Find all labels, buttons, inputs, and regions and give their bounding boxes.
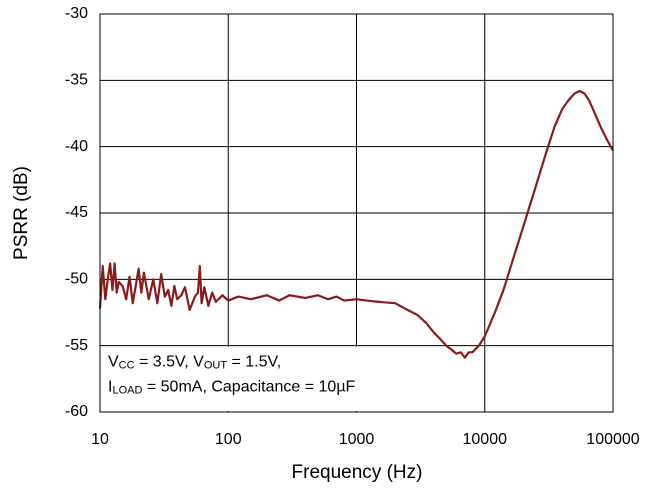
- annotation-run: = 50mA, Capacitance = 10µF: [142, 379, 355, 396]
- y-axis-title: PSRR (dB): [11, 166, 32, 260]
- annotation-run: CC: [119, 360, 135, 372]
- x-tick-label: 100: [215, 431, 242, 448]
- x-tick-label: 1000: [339, 431, 375, 448]
- x-tick-label: 10: [91, 431, 109, 448]
- annotation-run: = 3.5V, V: [135, 354, 205, 371]
- annotation-run: I: [108, 379, 112, 396]
- y-tick-label: -45: [65, 204, 88, 221]
- y-tick-label: -40: [65, 138, 88, 155]
- y-tick-label: -55: [65, 337, 88, 354]
- x-tick-label: 100000: [586, 431, 639, 448]
- y-tick-label: -60: [65, 403, 88, 420]
- annotation-run: LOAD: [112, 385, 142, 397]
- plot-border: [99, 13, 614, 413]
- annotation-run: V: [108, 354, 119, 371]
- x-axis-title: Frequency (Hz): [292, 462, 423, 483]
- x-tick-label: 10000: [463, 431, 508, 448]
- y-tick-label: -30: [65, 5, 88, 22]
- annotation-run: = 1.5V,: [227, 354, 281, 371]
- annotation-text: VCC = 3.5V, VOUT = 1.5V,: [108, 354, 281, 372]
- annotation-run: OUT: [204, 360, 228, 372]
- annotation-box: [101, 346, 446, 411]
- annotation-text: ILOAD = 50mA, Capacitance = 10µF: [108, 379, 356, 397]
- y-tick-label: -50: [65, 271, 88, 288]
- annotation: VCC = 3.5V, VOUT = 1.5V, ILOAD = 50mA, Ca…: [101, 346, 446, 411]
- y-tick-label: -35: [65, 72, 88, 89]
- data-line: [98, 89, 614, 359]
